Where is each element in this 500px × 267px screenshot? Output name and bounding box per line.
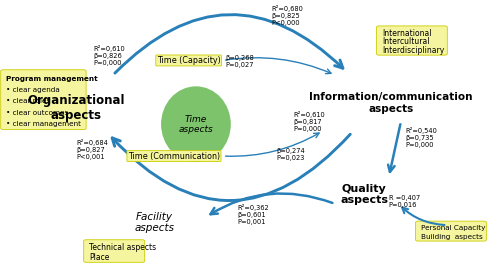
Text: Time (Capacity): Time (Capacity) — [156, 56, 220, 65]
FancyBboxPatch shape — [0, 70, 86, 129]
Text: Interdisciplinary: Interdisciplinary — [382, 46, 444, 55]
Text: β=0,268
P=0,027: β=0,268 P=0,027 — [225, 55, 254, 68]
Text: • clear management: • clear management — [6, 121, 81, 127]
Text: R²=0,684
β=0,827
P<0,001: R²=0,684 β=0,827 P<0,001 — [76, 139, 108, 160]
Text: • clear roles: • clear roles — [6, 98, 51, 104]
Text: Organizational
aspects: Organizational aspects — [28, 94, 125, 122]
Text: R²=0,680
β=0,825
P<0,000: R²=0,680 β=0,825 P<0,000 — [272, 5, 304, 26]
Text: Time
aspects: Time aspects — [178, 115, 214, 134]
Text: R²=0,610
β=0,817
P=0,000: R²=0,610 β=0,817 P=0,000 — [294, 111, 326, 132]
Text: International: International — [382, 29, 432, 37]
Text: Quality
aspects: Quality aspects — [340, 184, 388, 205]
FancyBboxPatch shape — [376, 26, 448, 55]
Text: Program management: Program management — [6, 76, 98, 81]
Text: Information/communication
aspects: Information/communication aspects — [310, 92, 473, 114]
Text: • clear agenda: • clear agenda — [6, 87, 60, 93]
Ellipse shape — [162, 87, 230, 161]
Text: Facility
aspects: Facility aspects — [134, 212, 174, 233]
Text: R²=0,540
β=0,735
P=0,000: R²=0,540 β=0,735 P=0,000 — [406, 127, 438, 148]
Text: R²=0,610
β=0,826
P=0,000: R²=0,610 β=0,826 P=0,000 — [94, 45, 125, 66]
Text: Personal Capacity: Personal Capacity — [421, 225, 486, 231]
Text: Building  aspects: Building aspects — [421, 234, 482, 240]
Text: Technical aspects: Technical aspects — [89, 243, 156, 252]
Text: Time (Communication): Time (Communication) — [128, 152, 220, 160]
Text: Intercultural: Intercultural — [382, 37, 430, 46]
Text: β=0,274
P=0,023: β=0,274 P=0,023 — [276, 148, 305, 161]
Text: • clear outcomes: • clear outcomes — [6, 110, 68, 116]
FancyBboxPatch shape — [416, 221, 486, 241]
Text: R²=0,362
β=0,601
P=0,001: R²=0,362 β=0,601 P=0,001 — [238, 204, 269, 225]
Text: Place: Place — [89, 253, 110, 262]
Text: R =0,407
P=0,016: R =0,407 P=0,016 — [388, 195, 420, 208]
FancyBboxPatch shape — [84, 240, 144, 262]
